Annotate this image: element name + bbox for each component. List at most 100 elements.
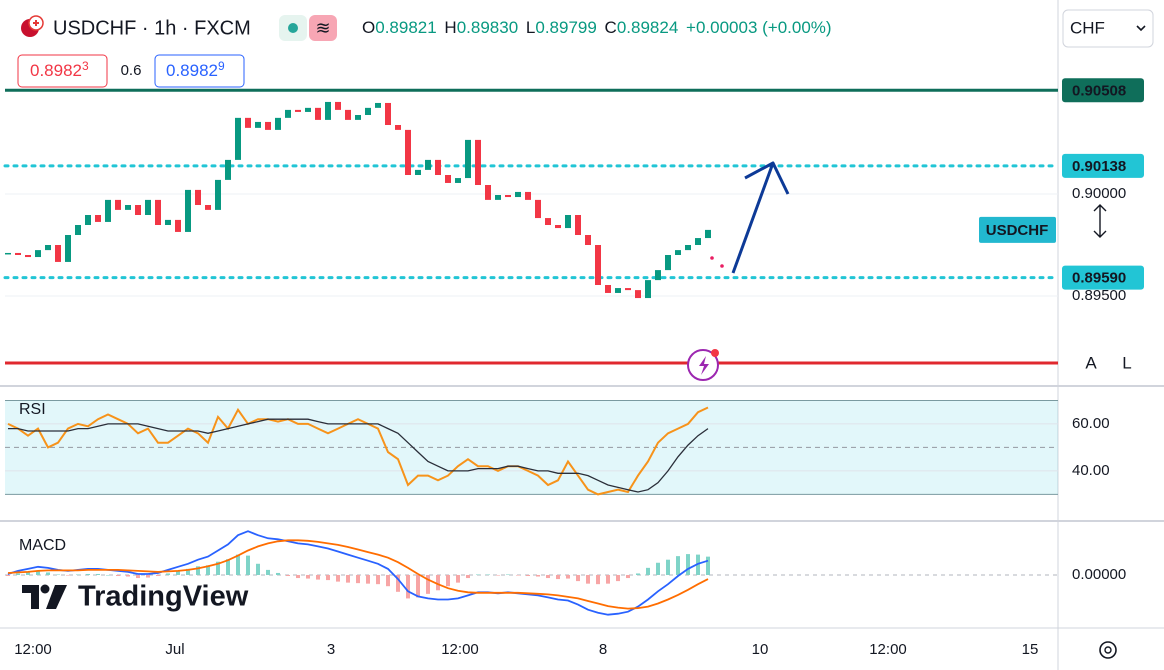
x-tick-label: 8 [599, 641, 607, 658]
histogram-bar [146, 574, 150, 578]
candle [355, 115, 361, 120]
indicator-line [8, 418, 709, 493]
histogram-bar [616, 574, 620, 582]
histogram-bar [386, 574, 390, 587]
histogram-bar [566, 574, 570, 579]
candle [625, 288, 631, 291]
candle [55, 245, 61, 262]
histogram-bar [556, 574, 560, 580]
candle [265, 121, 271, 130]
log-scale-button[interactable]: L [1122, 353, 1131, 372]
candle [215, 179, 221, 210]
candle [485, 185, 491, 200]
candle [225, 159, 231, 180]
price-label: 0.90138 [1072, 158, 1126, 175]
histogram-bar [316, 574, 320, 580]
indicator-button[interactable] [309, 15, 337, 41]
candle [275, 117, 281, 130]
indicator-line [7, 530, 709, 616]
y-tick-label: 0.00000 [1072, 566, 1126, 583]
candle [685, 245, 691, 251]
buy-button[interactable] [154, 54, 245, 88]
settings-icon[interactable] [1099, 641, 1117, 659]
symbol-tag-box [979, 216, 1056, 243]
ohlc-key: O [362, 18, 375, 37]
histogram-bar [706, 556, 710, 575]
candle [605, 285, 611, 293]
candle [115, 199, 121, 210]
candle [405, 129, 411, 175]
y-tick-label: 60.00 [1072, 415, 1110, 432]
histogram-bar [666, 559, 670, 575]
histogram-bar [336, 574, 340, 582]
histogram-bar [626, 574, 630, 579]
alert-icon[interactable] [687, 349, 719, 381]
price-label-box [1062, 78, 1144, 103]
projection-dot [710, 256, 714, 260]
bid-price: 0.89823 [30, 59, 89, 80]
histogram-bar [486, 574, 490, 575]
candle [515, 191, 521, 198]
candle [315, 107, 321, 120]
auto-scale-button[interactable]: A [1085, 353, 1097, 372]
candle [205, 205, 211, 210]
symbol-title: USDCHF · 1h · FXCM [53, 17, 251, 39]
candle [645, 280, 651, 299]
candle [445, 175, 451, 183]
histogram-bar [176, 570, 180, 575]
price-label: 0.89590 [1072, 270, 1126, 287]
candle [365, 107, 371, 115]
candle [505, 195, 511, 198]
histogram-bar [96, 573, 100, 575]
candle [655, 270, 661, 281]
indicator-line [7, 406, 709, 496]
histogram-bar [246, 555, 250, 575]
pane-title: RSI [19, 401, 46, 418]
histogram-bar [326, 574, 330, 581]
histogram-bar [156, 574, 160, 577]
price-label-box [1062, 153, 1144, 178]
sell-button[interactable] [17, 54, 108, 88]
histogram-bar [236, 554, 240, 575]
candle [665, 255, 671, 271]
histogram-bar [206, 565, 210, 575]
histogram-bar [506, 574, 510, 575]
ohlc-value: 0.89824 [617, 18, 678, 37]
histogram-bar [166, 573, 170, 575]
x-tick-label: 12:00 [869, 641, 907, 658]
price-label: 0.90508 [1072, 82, 1126, 99]
candle [35, 250, 41, 258]
bid-main: 0.8982 [30, 61, 82, 80]
histogram-bar [536, 574, 540, 577]
candle [135, 205, 141, 215]
x-tick-label: 15 [1022, 641, 1039, 658]
projection-dot [720, 264, 724, 268]
candle [705, 229, 711, 239]
spread: 0.6 [121, 62, 142, 79]
histogram-bar [56, 574, 60, 575]
currency-dropdown[interactable] [1062, 9, 1154, 48]
chevron-icon [1136, 25, 1146, 32]
candle [295, 109, 301, 112]
histogram-bar [366, 574, 370, 584]
arrow-drawing [731, 161, 790, 274]
candle [415, 169, 421, 175]
status-dot [288, 23, 298, 33]
candle [495, 195, 501, 200]
y-tick-label: 40.00 [1072, 462, 1110, 479]
plot-area: 12:00 Jul 3 12:00 8 10 12:00 150.900000.895000.… [3, 78, 1144, 658]
candle [695, 238, 701, 245]
candle [435, 159, 441, 175]
price-label-box [1062, 265, 1144, 290]
candle [345, 109, 351, 120]
histogram-bar [606, 574, 610, 584]
candle [565, 215, 571, 229]
histogram-bar [186, 568, 190, 575]
scale-drag-icon [1093, 204, 1107, 238]
histogram-bar [136, 574, 140, 579]
ask-pip: 9 [218, 59, 225, 73]
candle [465, 139, 471, 179]
candle [615, 288, 621, 293]
